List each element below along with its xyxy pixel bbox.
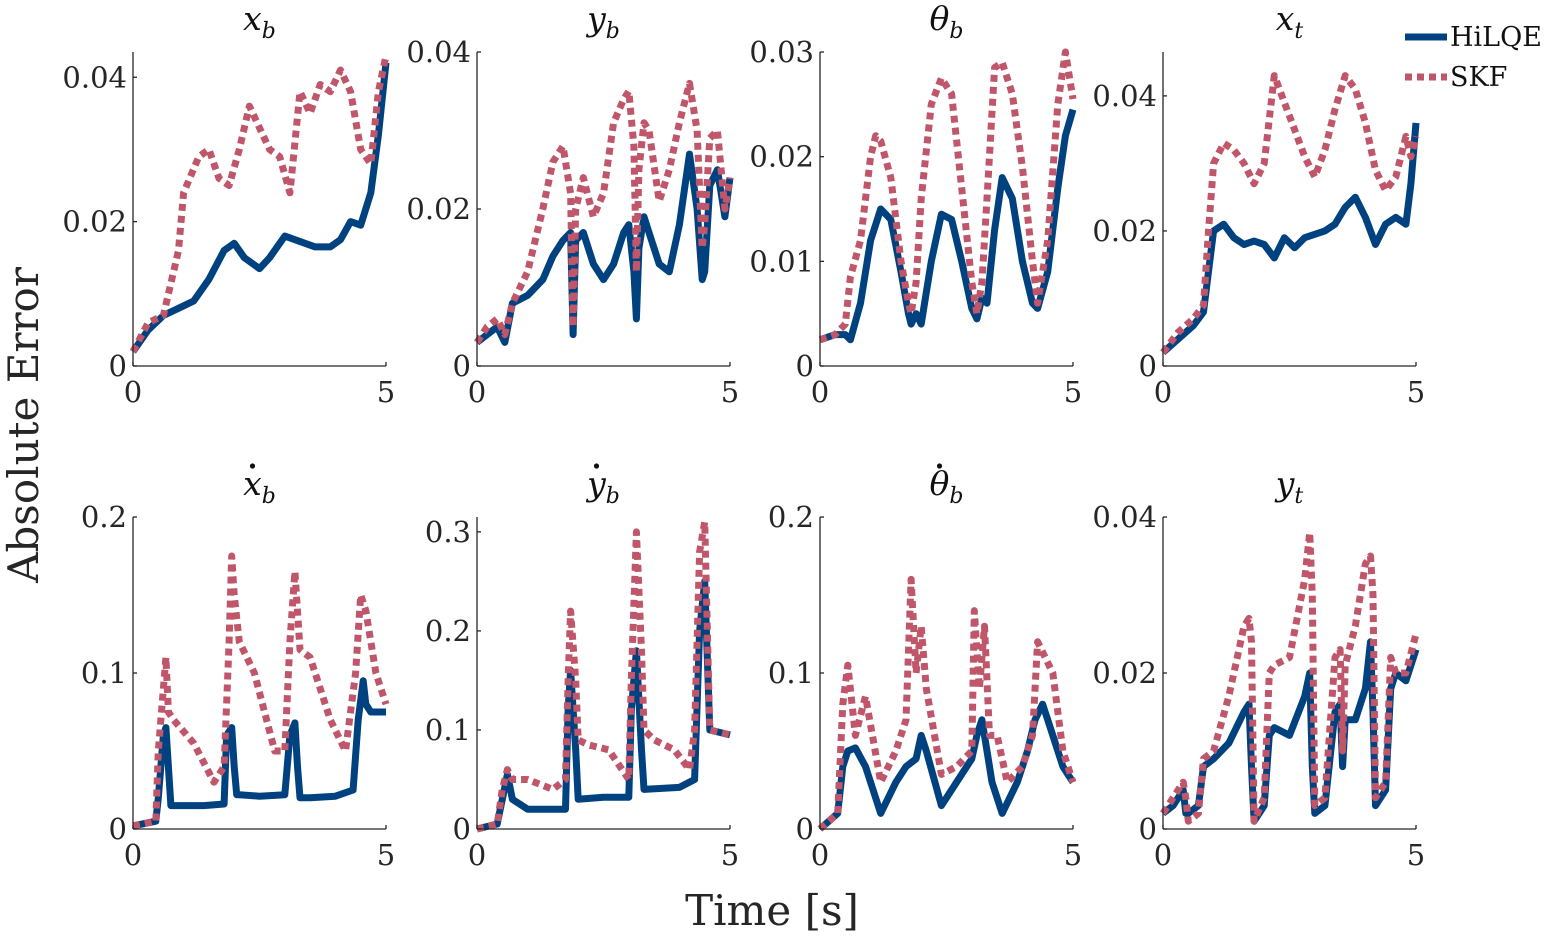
panel-3: 0 0.02 0.04 0 5 xt — [1092, 0, 1425, 409]
panel-2-xtick-label: 0 — [811, 375, 829, 409]
panel-3-title: xt — [1276, 0, 1304, 44]
panel-4-ytick-label: 0.1 — [81, 656, 127, 690]
panel-1-series-skf — [474, 79, 734, 345]
panel-0-xtick-label: 5 — [377, 375, 395, 409]
panel-6-title-dot — [936, 463, 943, 469]
panel-6-ytick-label: 0 — [796, 812, 814, 846]
panel-3-ytick-label: 0.04 — [1092, 79, 1157, 113]
panel-5-xtick-label: 0 — [468, 838, 486, 872]
panel-7-ytick-label: 0.02 — [1092, 656, 1157, 690]
panel-7-xtick-label: 5 — [1407, 838, 1425, 872]
panel-2-ytick-label: 0 — [796, 349, 814, 383]
panel-1-xtick-label: 0 — [468, 375, 486, 409]
legend-label-skf: SKF — [1450, 62, 1507, 93]
panel-6-ytick-label: 0.1 — [768, 656, 814, 690]
panel-3-ytick-label: 0.02 — [1092, 214, 1157, 248]
panel-3-series-skf — [1160, 72, 1420, 355]
panel-6-xtick-label: 0 — [811, 838, 829, 872]
panel-7-ytick-label: 0.04 — [1092, 500, 1157, 534]
panel-5-series-hilqe — [476, 577, 731, 833]
panel-7-title: yt — [1274, 464, 1304, 509]
panel-5-ytick-label: 0.1 — [425, 713, 471, 747]
panel-6-title: θb — [930, 464, 964, 509]
panel-2-ytick-label: 0.03 — [749, 35, 814, 69]
panel-3-ytick-label: 0 — [1139, 349, 1157, 383]
panel-5-title: yb — [585, 464, 620, 509]
panel-3-series-hilqe — [1160, 122, 1420, 356]
panel-2-title: θb — [930, 0, 964, 44]
panel-1: 0 0.02 0.04 0 5 yb — [406, 0, 739, 409]
panel-2-series-skf — [818, 48, 1077, 344]
panel-4-series-skf — [132, 552, 390, 830]
panel-3-xtick-label: 0 — [1154, 375, 1172, 409]
panel-1-xtick-label: 5 — [721, 375, 739, 409]
y-axis-label: Absolute Error — [0, 266, 48, 584]
panel-1-title: yb — [585, 0, 620, 44]
panel-5-ytick-label: 0 — [453, 812, 471, 846]
panel-0-ytick-label: 0.04 — [62, 60, 127, 94]
panel-5-ytick-label: 0.3 — [425, 515, 471, 549]
legend-label-hilqe: HiLQE — [1450, 22, 1542, 53]
panel-4: 0 0.1 0.2 0 5 xb — [81, 463, 395, 872]
panel-7-ytick-label: 0 — [1139, 812, 1157, 846]
panel-5-series-skf — [476, 518, 731, 833]
panel-5: 0 0.1 0.2 0.3 0 5 yb — [425, 463, 739, 872]
panel-2-series-hilqe — [818, 108, 1077, 344]
panel-1-series-hilqe — [474, 150, 734, 346]
panel-1-ytick-label: 0 — [453, 349, 471, 383]
legend: HiLQE SKF — [1405, 22, 1542, 93]
panel-0-title: xb — [243, 0, 276, 44]
panel-5-xtick-label: 5 — [721, 838, 739, 872]
panel-0-series-hilqe — [130, 62, 390, 354]
panel-7-series-skf — [1160, 529, 1420, 825]
panel-0-ytick-label: 0.02 — [62, 205, 127, 239]
panel-5-title-dot — [593, 463, 600, 469]
panel-4-title-dot — [249, 463, 256, 469]
panel-4-title: xb — [243, 464, 276, 509]
panel-7: 0 0.02 0.04 0 5 yt — [1092, 464, 1425, 872]
panel-1-ytick-label: 0.02 — [406, 192, 471, 226]
panel-3-xtick-label: 5 — [1407, 375, 1425, 409]
panel-5-ytick-label: 0.2 — [425, 614, 471, 648]
panel-0-xtick-label: 0 — [124, 375, 142, 409]
panel-0-series-skf — [129, 54, 390, 354]
panel-2-ytick-label: 0.02 — [749, 140, 814, 174]
panel-4-series-hilqe — [132, 677, 386, 830]
panel-4-xtick-label: 0 — [124, 838, 142, 872]
panel-0: 0 0.02 0.04 0 5 xb — [62, 0, 395, 409]
panel-4-ytick-label: 0.2 — [81, 500, 127, 534]
panel-2-xtick-label: 5 — [1064, 375, 1082, 409]
panel-6-series-skf — [817, 575, 1077, 832]
panel-6-series-hilqe — [817, 700, 1076, 832]
panel-0-ytick-label: 0 — [109, 349, 127, 383]
panel-6-xtick-label: 5 — [1064, 838, 1082, 872]
panel-2: 0 0.01 0.02 0.03 0 5 θb — [749, 0, 1082, 409]
panel-7-xtick-label: 0 — [1154, 838, 1172, 872]
panel-6-ytick-label: 0.2 — [768, 500, 814, 534]
panel-4-xtick-label: 5 — [377, 838, 395, 872]
panel-1-ytick-label: 0.04 — [406, 35, 471, 69]
x-axis-label: Time [s] — [685, 886, 859, 935]
panel-2-ytick-label: 0.01 — [749, 244, 814, 278]
panel-4-ytick-label: 0 — [109, 812, 127, 846]
panel-6: 0 0.1 0.2 0 5 θb — [768, 463, 1082, 872]
